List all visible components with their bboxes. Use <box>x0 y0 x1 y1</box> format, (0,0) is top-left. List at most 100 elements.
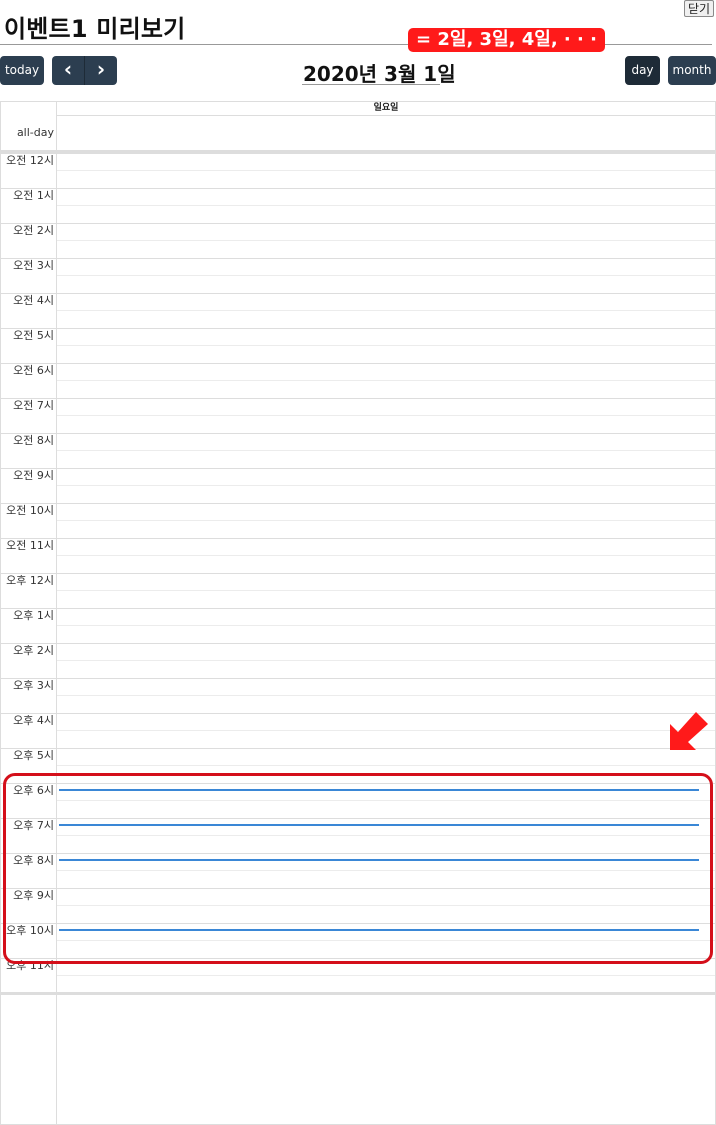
time-axis-divider <box>56 102 57 1124</box>
time-slot[interactable] <box>57 468 715 503</box>
time-slot[interactable] <box>57 713 715 748</box>
annotation-badge: = 2일, 3일, 4일, · · · <box>408 28 605 52</box>
time-slot[interactable] <box>57 888 715 923</box>
time-slot[interactable] <box>57 293 715 328</box>
hour-gridline <box>1 293 715 294</box>
time-slot[interactable] <box>57 328 715 363</box>
time-slot[interactable] <box>57 748 715 783</box>
half-hour-gridline <box>57 485 715 486</box>
hour-label: 오전 2시 <box>13 224 54 237</box>
hour-label: 오전 6시 <box>13 364 54 377</box>
hour-gridline <box>1 608 715 609</box>
hour-label: 오전 11시 <box>6 539 54 552</box>
hour-label: 오전 9시 <box>13 469 54 482</box>
page-title: 이벤트1 미리보기 <box>4 15 186 43</box>
today-button[interactable]: today <box>0 56 44 85</box>
hour-label: 오전 3시 <box>13 259 54 272</box>
hour-gridline <box>1 538 715 539</box>
time-slot[interactable] <box>57 643 715 678</box>
event-bar[interactable] <box>59 859 699 861</box>
time-slot[interactable] <box>57 608 715 643</box>
half-hour-gridline <box>57 240 715 241</box>
time-slot[interactable] <box>57 153 715 188</box>
half-hour-gridline <box>57 660 715 661</box>
time-slot[interactable] <box>57 258 715 293</box>
hour-gridline <box>1 503 715 504</box>
hour-gridline <box>1 958 715 959</box>
hour-gridline <box>1 643 715 644</box>
half-hour-gridline <box>57 800 715 801</box>
half-hour-gridline <box>57 310 715 311</box>
half-hour-gridline <box>57 765 715 766</box>
hour-label: 오전 10시 <box>6 504 54 517</box>
hour-gridline <box>1 188 715 189</box>
half-hour-gridline <box>57 870 715 871</box>
event-bar[interactable] <box>59 824 699 826</box>
hour-label: 오후 10시 <box>6 924 54 937</box>
hour-label: 오후 4시 <box>13 714 54 727</box>
time-slot[interactable] <box>57 538 715 573</box>
day-view-button[interactable]: day <box>625 56 660 85</box>
hour-label: 오후 6시 <box>13 784 54 797</box>
close-button[interactable]: 닫기 <box>684 0 714 17</box>
hour-label: 오후 1시 <box>13 609 54 622</box>
half-hour-gridline <box>57 975 715 976</box>
hour-gridline <box>1 888 715 889</box>
allday-label: all-day <box>16 126 54 139</box>
time-slot[interactable] <box>57 573 715 608</box>
title-divider <box>0 44 712 45</box>
half-hour-gridline <box>57 835 715 836</box>
next-button[interactable]: › <box>85 56 117 85</box>
hour-gridline <box>1 853 715 854</box>
hour-gridline <box>1 223 715 224</box>
time-slot[interactable] <box>57 958 715 993</box>
hour-label: 오전 7시 <box>13 399 54 412</box>
hour-gridline <box>1 433 715 434</box>
hour-label: 오전 1시 <box>13 189 54 202</box>
hour-label: 오후 2시 <box>13 644 54 657</box>
hour-label: 오후 8시 <box>13 854 54 867</box>
hour-label: 오후 9시 <box>13 889 54 902</box>
half-hour-gridline <box>57 345 715 346</box>
time-slot[interactable] <box>57 678 715 713</box>
half-hour-gridline <box>57 275 715 276</box>
hour-gridline <box>1 818 715 819</box>
time-slot[interactable] <box>57 223 715 258</box>
hour-gridline <box>1 258 715 259</box>
time-slot[interactable] <box>57 188 715 223</box>
hour-gridline <box>1 713 715 714</box>
half-hour-gridline <box>57 625 715 626</box>
event-bar[interactable] <box>59 929 699 931</box>
hour-label: 오후 7시 <box>13 819 54 832</box>
date-title: 2020년 3월 1일 <box>303 62 456 86</box>
half-hour-gridline <box>57 170 715 171</box>
time-slot[interactable] <box>57 363 715 398</box>
chevron-right-icon: › <box>96 57 106 81</box>
half-hour-gridline <box>57 905 715 906</box>
hour-gridline <box>1 783 715 784</box>
month-view-button[interactable]: month <box>668 56 716 85</box>
hour-gridline <box>1 468 715 469</box>
chevron-left-icon: ‹ <box>63 57 73 81</box>
hour-label: 오전 5시 <box>13 329 54 342</box>
prev-button[interactable]: ‹ <box>52 56 85 85</box>
half-hour-gridline <box>57 590 715 591</box>
time-slot[interactable] <box>57 398 715 433</box>
half-hour-gridline <box>57 380 715 381</box>
half-hour-gridline <box>57 695 715 696</box>
allday-divider <box>1 150 715 153</box>
event-bar[interactable] <box>59 789 699 791</box>
half-hour-gridline <box>57 730 715 731</box>
day-column-header: 일요일 <box>57 102 715 116</box>
hour-gridline <box>1 678 715 679</box>
hour-label: 오전 4시 <box>13 294 54 307</box>
hour-gridline <box>1 363 715 364</box>
red-arrow-icon <box>670 712 708 750</box>
time-slot[interactable] <box>57 433 715 468</box>
nav-button-group: ‹ › <box>52 56 117 85</box>
half-hour-gridline <box>57 940 715 941</box>
hour-label: 오전 8시 <box>13 434 54 447</box>
time-slot[interactable] <box>57 503 715 538</box>
hour-gridline <box>1 748 715 749</box>
hour-label: 오후 11시 <box>6 959 54 972</box>
